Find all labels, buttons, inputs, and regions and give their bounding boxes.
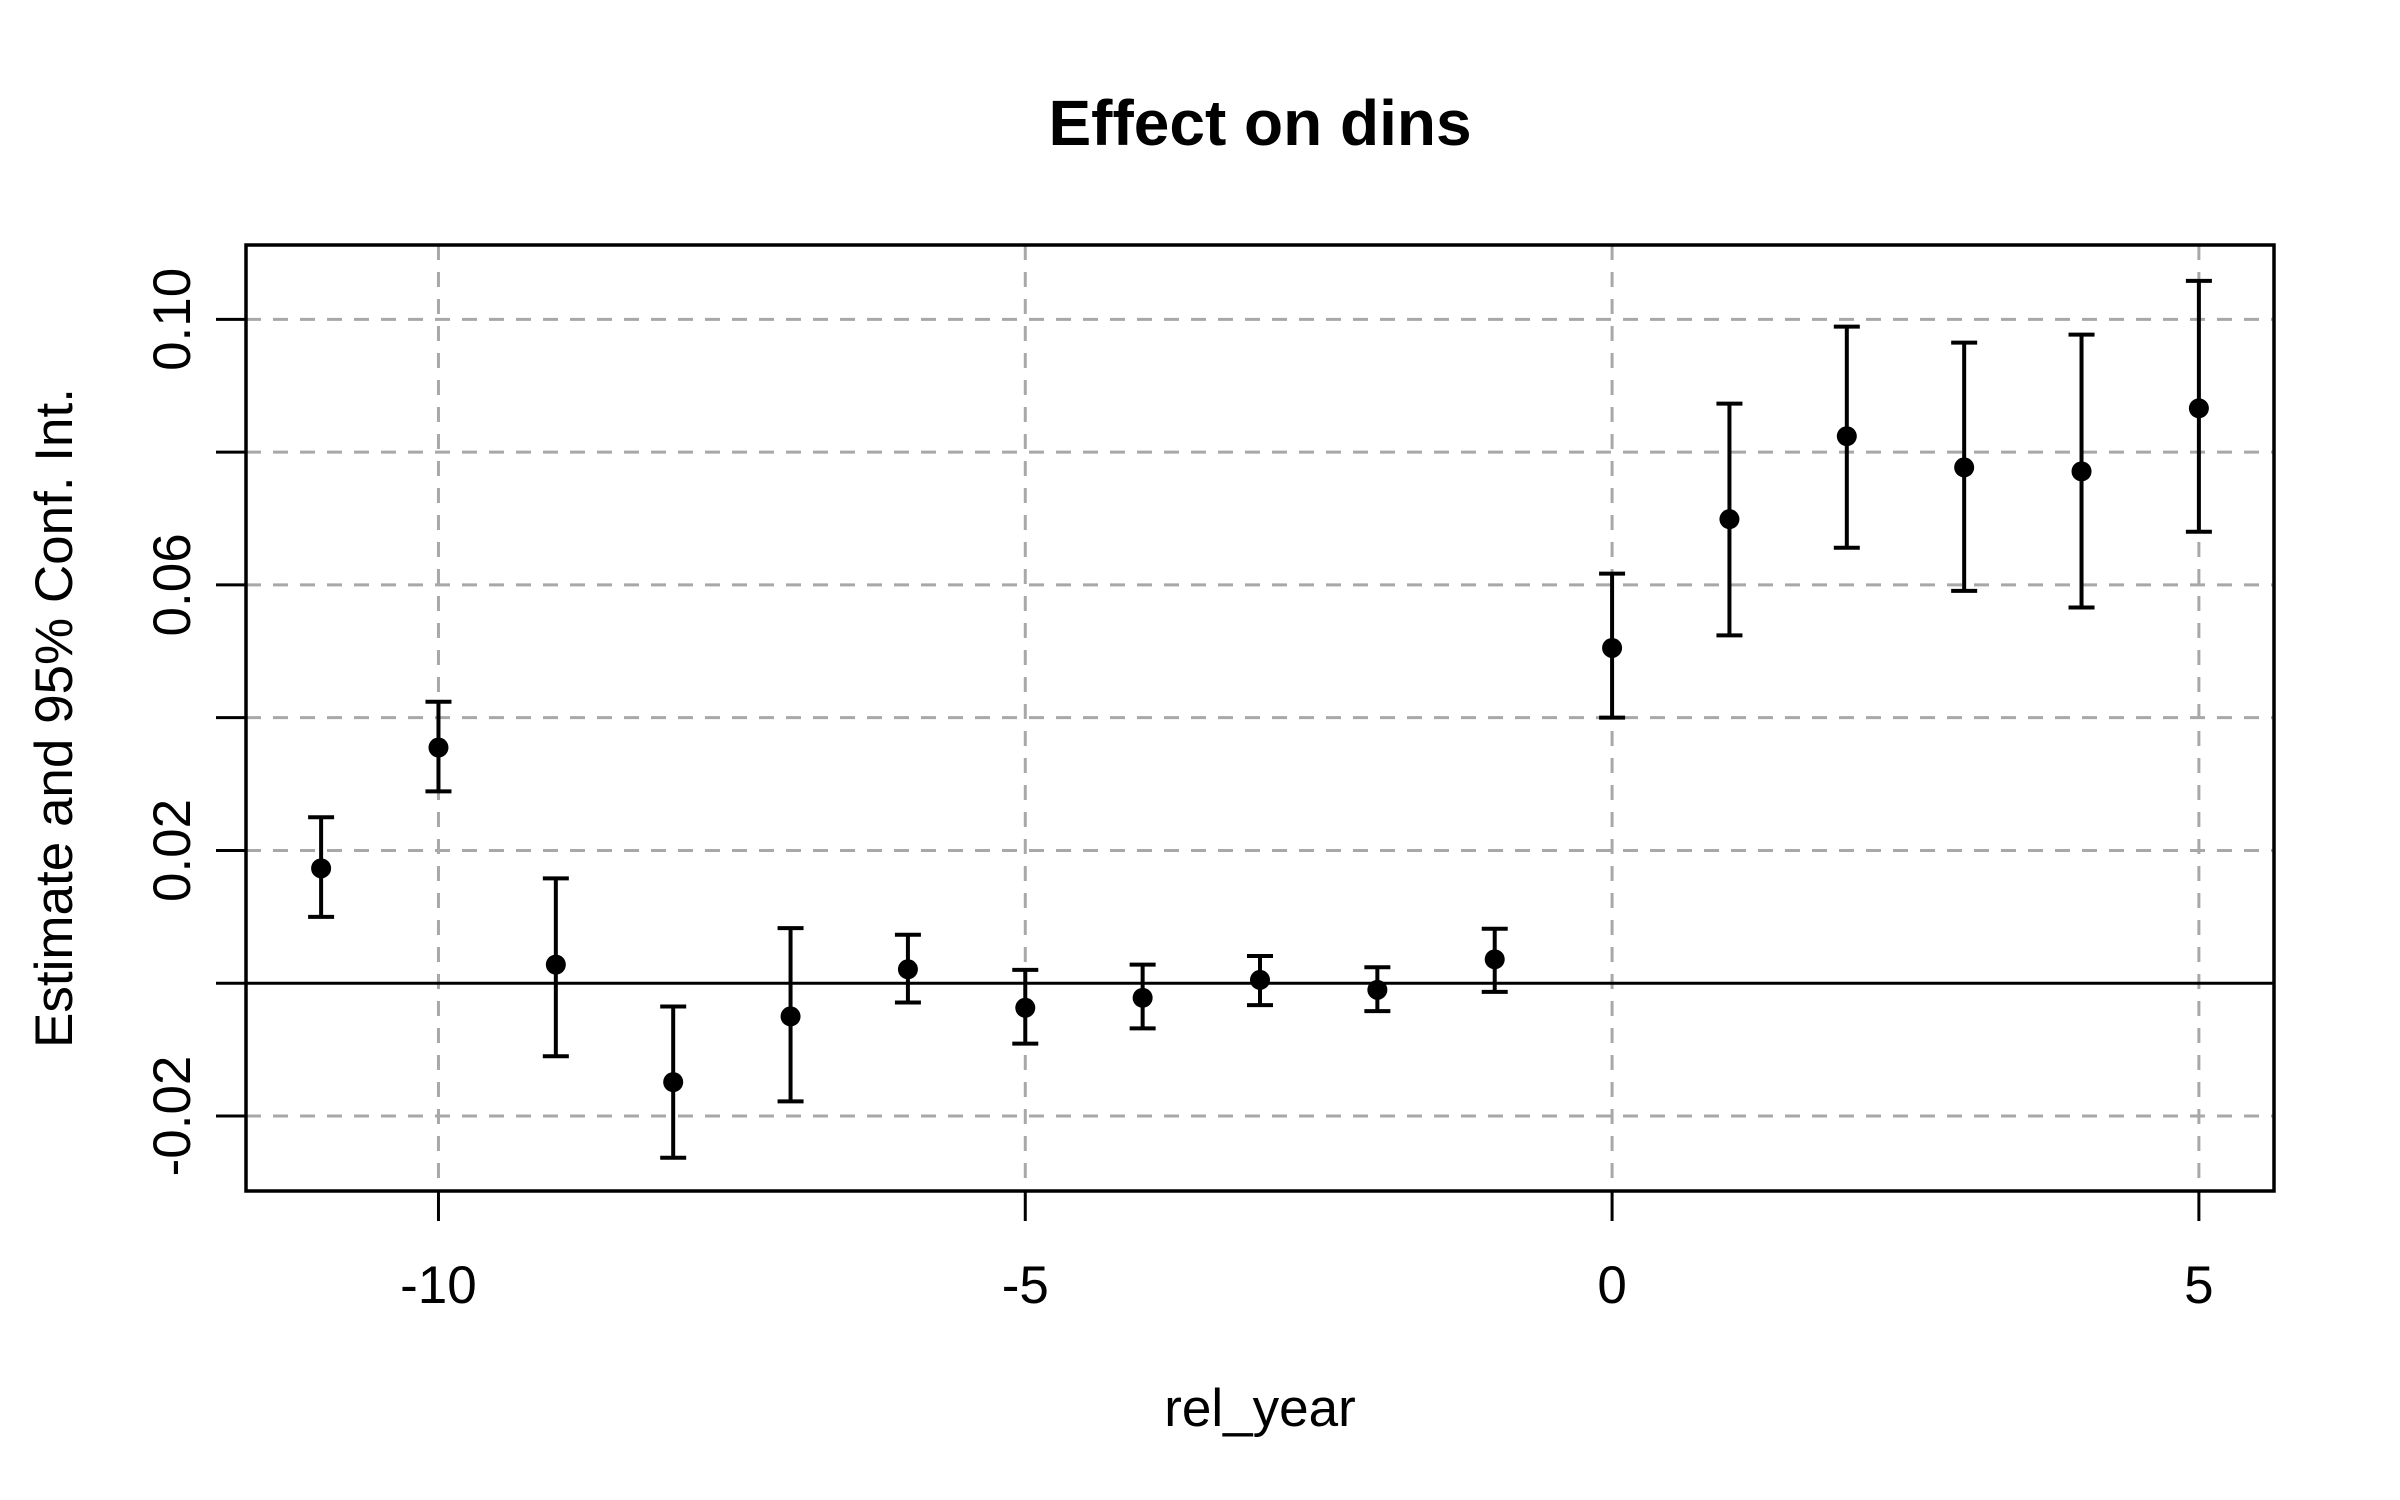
chart-title: Effect on dins bbox=[1048, 87, 1471, 159]
data-point bbox=[663, 1072, 684, 1093]
x-tick-label: -10 bbox=[400, 1256, 477, 1315]
data-point bbox=[1602, 637, 1623, 658]
data-point bbox=[1015, 997, 1036, 1018]
y-axis-title: Estimate and 95% Conf. Int. bbox=[25, 388, 84, 1048]
data-point bbox=[1484, 949, 1505, 970]
data-point bbox=[2071, 461, 2092, 482]
y-tick-label: 0.06 bbox=[143, 533, 202, 636]
data-point bbox=[1132, 987, 1153, 1008]
data-point bbox=[1836, 426, 1857, 447]
data-point bbox=[545, 954, 566, 975]
data-point bbox=[2188, 398, 2209, 419]
plot-area: -10 -5 0 5 -0.02 0.02 0.06 0.10 bbox=[143, 243, 2276, 1315]
data-point bbox=[780, 1006, 801, 1027]
x-tick-label: 0 bbox=[1597, 1256, 1626, 1315]
y-tick-label: 0.10 bbox=[143, 268, 202, 371]
data-point bbox=[1250, 969, 1270, 990]
data-point bbox=[1367, 979, 1388, 1000]
y-tick-label: -0.02 bbox=[143, 1056, 202, 1177]
data-point bbox=[428, 737, 449, 758]
data-point bbox=[897, 959, 918, 980]
x-axis-title: rel_year bbox=[1164, 1379, 1355, 1438]
y-tick-label: 0.02 bbox=[143, 799, 202, 902]
x-tick-label: -5 bbox=[1002, 1256, 1049, 1315]
x-tick-label: 5 bbox=[2184, 1256, 2213, 1315]
data-point bbox=[1719, 509, 1740, 530]
data-point bbox=[311, 858, 332, 879]
data-point bbox=[1954, 457, 1975, 478]
